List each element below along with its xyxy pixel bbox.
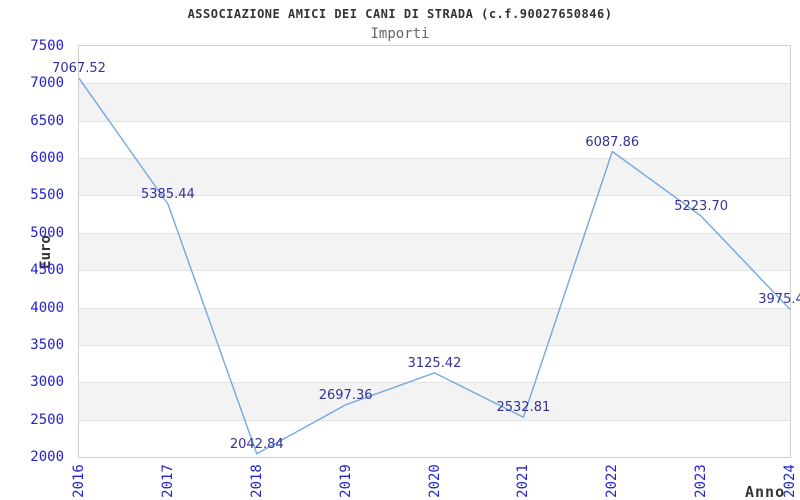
data-point-label: 3975.4: [758, 292, 800, 308]
data-point-label: 7067.52: [52, 61, 106, 77]
gridline: [79, 307, 790, 309]
x-tick-label: 2023: [693, 464, 710, 498]
gridline: [79, 158, 790, 160]
y-tick-label: 7000: [30, 75, 64, 92]
grid-band: [79, 382, 790, 420]
y-tick-label: 2000: [30, 449, 64, 465]
y-tick-label: 3500: [30, 336, 64, 353]
data-point-label: 2532.81: [496, 400, 551, 416]
series-line-svg: [78, 77, 791, 455]
chart-title: ASSOCIAZIONE AMICI DEI CANI DI STRADA (c…: [187, 7, 613, 21]
x-axis-title: Anno: [745, 483, 786, 500]
y-tick-label: 4500: [30, 262, 64, 279]
gridline: [79, 195, 790, 197]
grid-band: [79, 232, 790, 271]
gridline: [79, 382, 790, 384]
x-tick-label: 2016: [71, 464, 87, 498]
y-tick-label: 4000: [30, 299, 64, 316]
gridline: [79, 419, 790, 421]
y-tick-label: 5000: [30, 224, 64, 241]
gridline: [79, 232, 790, 234]
x-tick-label: 2019: [337, 464, 354, 498]
grid-band: [79, 158, 790, 196]
y-tick-label: 2500: [30, 411, 64, 428]
y-tick-label: 6000: [30, 150, 64, 167]
x-tick-label: 2018: [248, 464, 265, 498]
chart-subtitle: Importi: [370, 26, 430, 42]
grid-band: [79, 307, 790, 345]
gridline: [79, 270, 790, 272]
data-point-label: 5223.70: [674, 199, 729, 215]
data-point-label: 2697.36: [318, 387, 373, 403]
series-line: [78, 77, 791, 455]
y-tick-label: 3000: [30, 374, 64, 391]
y-tick-label: 7500: [30, 38, 64, 54]
gridline: [79, 120, 790, 122]
gridline: [79, 344, 790, 346]
data-point-label: 6087.86: [585, 134, 640, 150]
x-tick-label: 2017: [159, 464, 176, 498]
grid-band: [79, 83, 790, 121]
data-point-label: 3125.42: [407, 355, 462, 371]
y-tick-label: 6500: [30, 112, 64, 129]
x-tick-label: 2020: [426, 464, 443, 498]
y-tick-label: 5500: [30, 187, 64, 204]
data-point-label: 2042.84: [229, 436, 284, 452]
x-tick-label: 2021: [515, 464, 532, 498]
plot-area: 7067.52 5385.44 2042.84 2697.36 3125.42 2532.…: [52, 45, 800, 458]
x-tick-label: 2022: [604, 464, 621, 498]
gridline: [79, 83, 790, 85]
data-point-label: 5385.44: [140, 187, 195, 202]
